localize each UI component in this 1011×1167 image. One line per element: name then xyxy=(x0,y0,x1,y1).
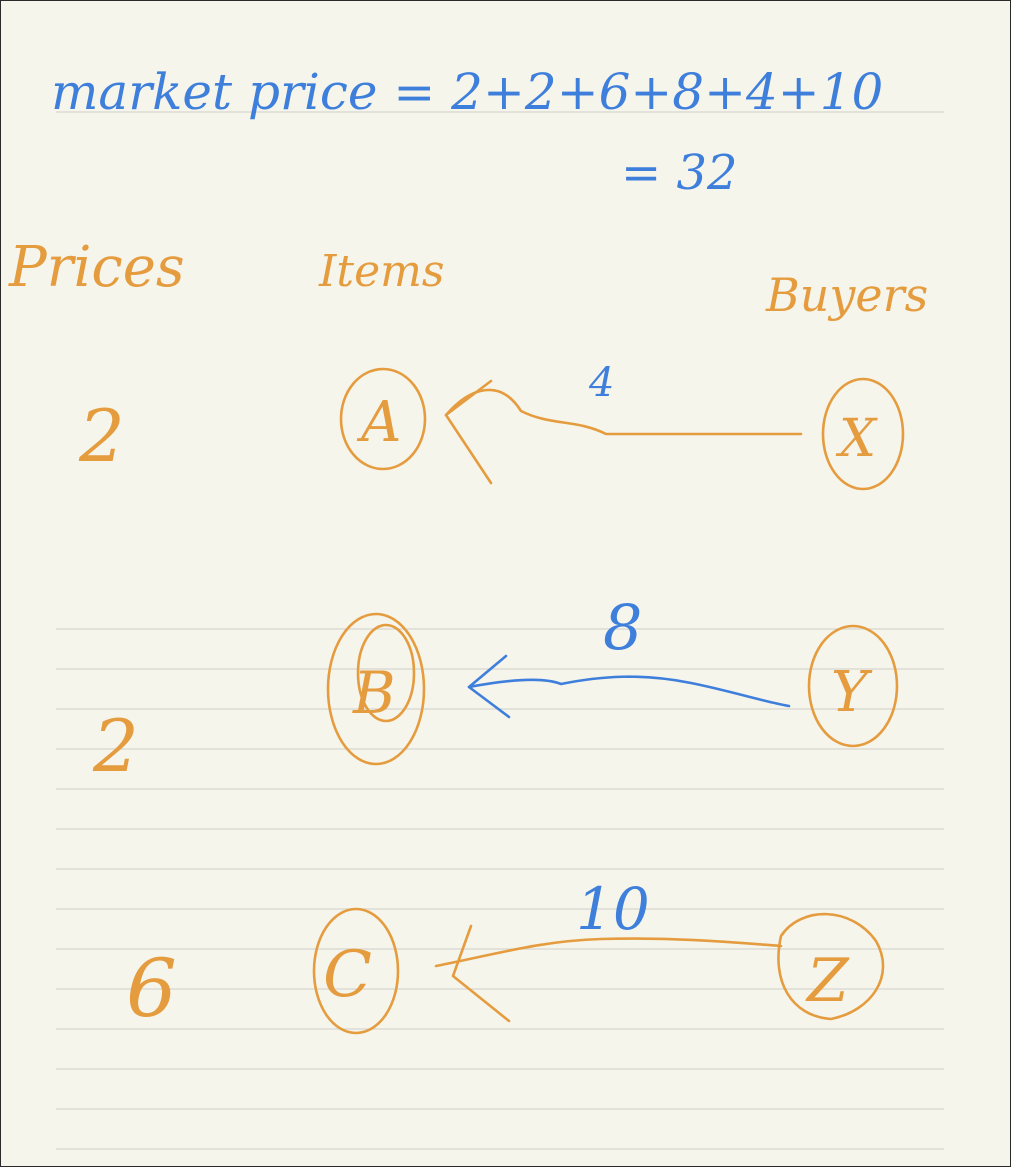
edge-value: 10 xyxy=(576,875,650,943)
price-value: 6 xyxy=(126,942,177,1035)
market-price-equation: market price = 2+2+6+8+4+10 xyxy=(51,63,883,121)
edge-line xyxy=(467,675,791,708)
price-value: 2 xyxy=(78,394,125,478)
buyer-node-circle xyxy=(777,912,885,1021)
row-1: 2 A 4 X xyxy=(78,360,905,491)
arrow-head xyxy=(451,924,511,1023)
arrow-head xyxy=(444,379,493,485)
item-node-circle xyxy=(326,612,426,766)
items-heading: Items xyxy=(318,246,444,297)
item-node-circle xyxy=(312,907,400,1035)
row-2: 2 B 8 Y xyxy=(92,591,899,788)
buyers-heading: Buyers xyxy=(765,268,928,322)
buyer-label: Y xyxy=(831,660,873,725)
item-node-inner-circle xyxy=(356,623,416,723)
arrow-head xyxy=(467,654,511,719)
price-value: 2 xyxy=(92,704,139,788)
edge-line xyxy=(444,388,803,436)
edge-value: 4 xyxy=(588,360,614,406)
buyer-label: Z xyxy=(805,946,850,1016)
buyer-label: X xyxy=(835,409,878,469)
item-node-circle xyxy=(339,367,427,471)
edge-value: 8 xyxy=(603,591,642,664)
row-3: 6 C 10 Z xyxy=(126,875,885,1035)
buyer-node-circle xyxy=(821,377,905,491)
item-label: A xyxy=(356,390,401,455)
ruled-lines xyxy=(56,111,944,1150)
item-label: B xyxy=(352,659,396,727)
item-label: C xyxy=(323,938,372,1012)
buyer-node-circle xyxy=(807,624,899,748)
prices-heading: Prices xyxy=(8,235,185,300)
edge-line xyxy=(434,937,783,968)
market-price-total: = 32 xyxy=(621,145,738,201)
